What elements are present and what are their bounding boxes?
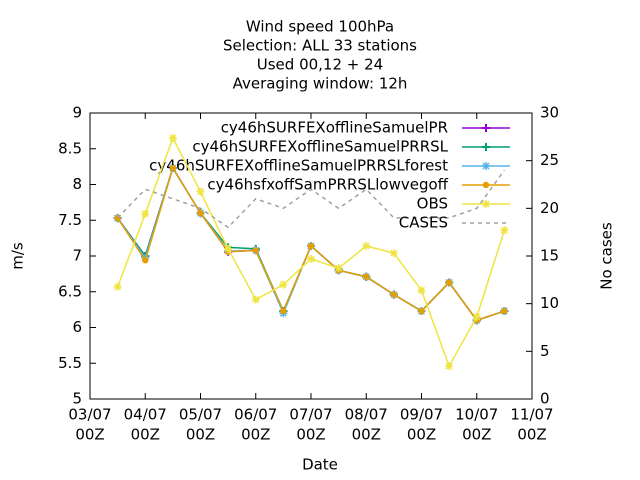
legend-label: cy46hSURFEXofflineSamuelPR	[221, 119, 448, 137]
x-tick-label: 10/07	[455, 406, 498, 424]
y-axis-label: m/s	[9, 242, 27, 270]
marker	[279, 280, 288, 289]
marker	[141, 209, 150, 218]
marker	[197, 209, 204, 217]
x-tick-label: 00Z	[462, 426, 491, 444]
marker	[500, 226, 509, 235]
marker	[417, 286, 426, 295]
y2-tick-label: 25	[540, 151, 559, 169]
series-line	[117, 169, 505, 229]
y-tick-label: 6.5	[58, 282, 82, 300]
y-tick-label: 5.5	[58, 354, 82, 372]
x-tick-label: 00Z	[296, 426, 325, 444]
legend-marker	[482, 181, 490, 189]
y2-tick-label: 10	[540, 294, 559, 312]
legend-label: cy46hsfxoffSamPRRSLlowvegoff	[207, 176, 448, 194]
y2-tick-label: 0	[540, 390, 550, 408]
legend-label: cy46hSURFEXofflineSamuelPRRSLforest	[149, 157, 448, 175]
x-tick-label: 00Z	[517, 426, 546, 444]
x-tick-label: 00Z	[241, 426, 270, 444]
chart-title: Wind speed 100hPa	[246, 18, 394, 36]
chart-title: Averaging window: 12h	[233, 75, 408, 93]
y-tick-label: 8.5	[58, 139, 82, 157]
x-tick-label: 00Z	[131, 426, 160, 444]
legend-label: cy46hSURFEXofflineSamuelPRRSL	[192, 138, 448, 156]
x-tick-label: 03/07	[68, 406, 111, 424]
marker	[363, 273, 370, 280]
marker	[362, 241, 371, 250]
y-tick-label: 9	[72, 104, 82, 122]
marker	[113, 282, 122, 291]
y2-tick-label: 30	[540, 104, 559, 122]
legend-marker	[482, 124, 490, 132]
legend-marker	[482, 162, 490, 170]
x-axis-label: Date	[302, 456, 338, 474]
x-tick-label: 06/07	[234, 406, 277, 424]
marker	[445, 279, 453, 286]
marker	[142, 257, 149, 264]
marker	[307, 254, 315, 263]
marker	[501, 307, 508, 315]
marker	[168, 134, 177, 143]
marker	[390, 291, 398, 298]
marker	[196, 187, 205, 196]
marker	[280, 307, 287, 315]
x-tick-label: 05/07	[179, 406, 222, 424]
marker	[389, 249, 398, 258]
legend-label: OBS	[417, 195, 448, 213]
marker	[224, 244, 233, 253]
marker	[418, 307, 425, 315]
x-tick-label: 11/07	[510, 406, 553, 424]
marker	[252, 247, 259, 254]
y2-tick-label: 5	[540, 342, 550, 360]
x-tick-label: 09/07	[400, 406, 443, 424]
x-tick-label: 00Z	[407, 426, 436, 444]
marker	[445, 362, 454, 371]
marker	[169, 164, 177, 172]
legend-label: CASES	[399, 214, 448, 232]
x-tick-label: 07/07	[289, 406, 332, 424]
legend-marker	[482, 143, 490, 151]
x-tick-label: 00Z	[75, 426, 104, 444]
y-tick-label: 5	[72, 390, 82, 408]
y-tick-label: 8	[72, 175, 82, 193]
x-tick-label: 08/07	[345, 406, 388, 424]
marker	[334, 264, 343, 273]
x-tick-label: 00Z	[352, 426, 381, 444]
y-tick-label: 7.5	[58, 211, 82, 229]
legend-marker	[482, 200, 490, 208]
marker	[251, 295, 260, 304]
chart-title: Selection: ALL 33 stations	[223, 37, 417, 55]
marker	[472, 312, 481, 321]
y-tick-label: 7	[72, 247, 82, 265]
y-tick-label: 6	[72, 318, 82, 336]
marker	[307, 242, 315, 250]
x-tick-label: 04/07	[124, 406, 167, 424]
y2-axis-label: No cases	[598, 222, 616, 290]
chart-title: Used 00,12 + 24	[257, 56, 383, 74]
y2-tick-label: 15	[540, 247, 559, 265]
y2-tick-label: 20	[540, 199, 559, 217]
x-tick-label: 00Z	[186, 426, 215, 444]
